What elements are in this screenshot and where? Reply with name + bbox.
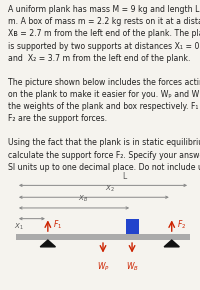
Text: is supported by two supports at distances X₁ = 0.8 m: is supported by two supports at distance… — [8, 41, 200, 50]
Bar — [126, 219, 139, 234]
Text: $X_2$: $X_2$ — [105, 184, 114, 194]
Text: m. A box of mass m = 2.2 kg rests on it at a distance: m. A box of mass m = 2.2 kg rests on it … — [8, 17, 200, 26]
Text: The picture shown below includes the forces acting: The picture shown below includes the for… — [8, 78, 200, 87]
Text: $X_B$: $X_B$ — [78, 194, 88, 204]
Text: F₂ are the support forces.: F₂ are the support forces. — [8, 114, 107, 123]
Text: the weights of the plank and box respectively. F₁ and: the weights of the plank and box respect… — [8, 102, 200, 111]
Text: $F_1$: $F_1$ — [53, 219, 62, 231]
Text: A uniform plank has mass M = 9 kg and length L = 4.0: A uniform plank has mass M = 9 kg and le… — [8, 5, 200, 14]
Text: $F_2$: $F_2$ — [177, 219, 186, 231]
Polygon shape — [164, 240, 179, 247]
Text: and  X₂ = 3.7 m from the left end of the plank.: and X₂ = 3.7 m from the left end of the … — [8, 54, 190, 63]
Text: L: L — [122, 172, 126, 181]
Text: on the plank to make it easier for you. Wₚ and Wʙ are: on the plank to make it easier for you. … — [8, 90, 200, 99]
Text: calculate the support force F₂. Specify your answer in: calculate the support force F₂. Specify … — [8, 151, 200, 160]
Text: $W_B$: $W_B$ — [126, 260, 139, 273]
Text: Using the fact that the plank is in static equilibrium,: Using the fact that the plank is in stat… — [8, 138, 200, 147]
Polygon shape — [40, 240, 55, 247]
Text: $W_P$: $W_P$ — [97, 260, 109, 273]
Text: SI units up to one decimal place. Do not include units.: SI units up to one decimal place. Do not… — [8, 163, 200, 172]
Text: Xʙ = 2.7 m from the left end of the plank. The plank: Xʙ = 2.7 m from the left end of the plan… — [8, 30, 200, 39]
Text: $X_1$: $X_1$ — [14, 222, 24, 232]
Bar — [16, 234, 190, 240]
